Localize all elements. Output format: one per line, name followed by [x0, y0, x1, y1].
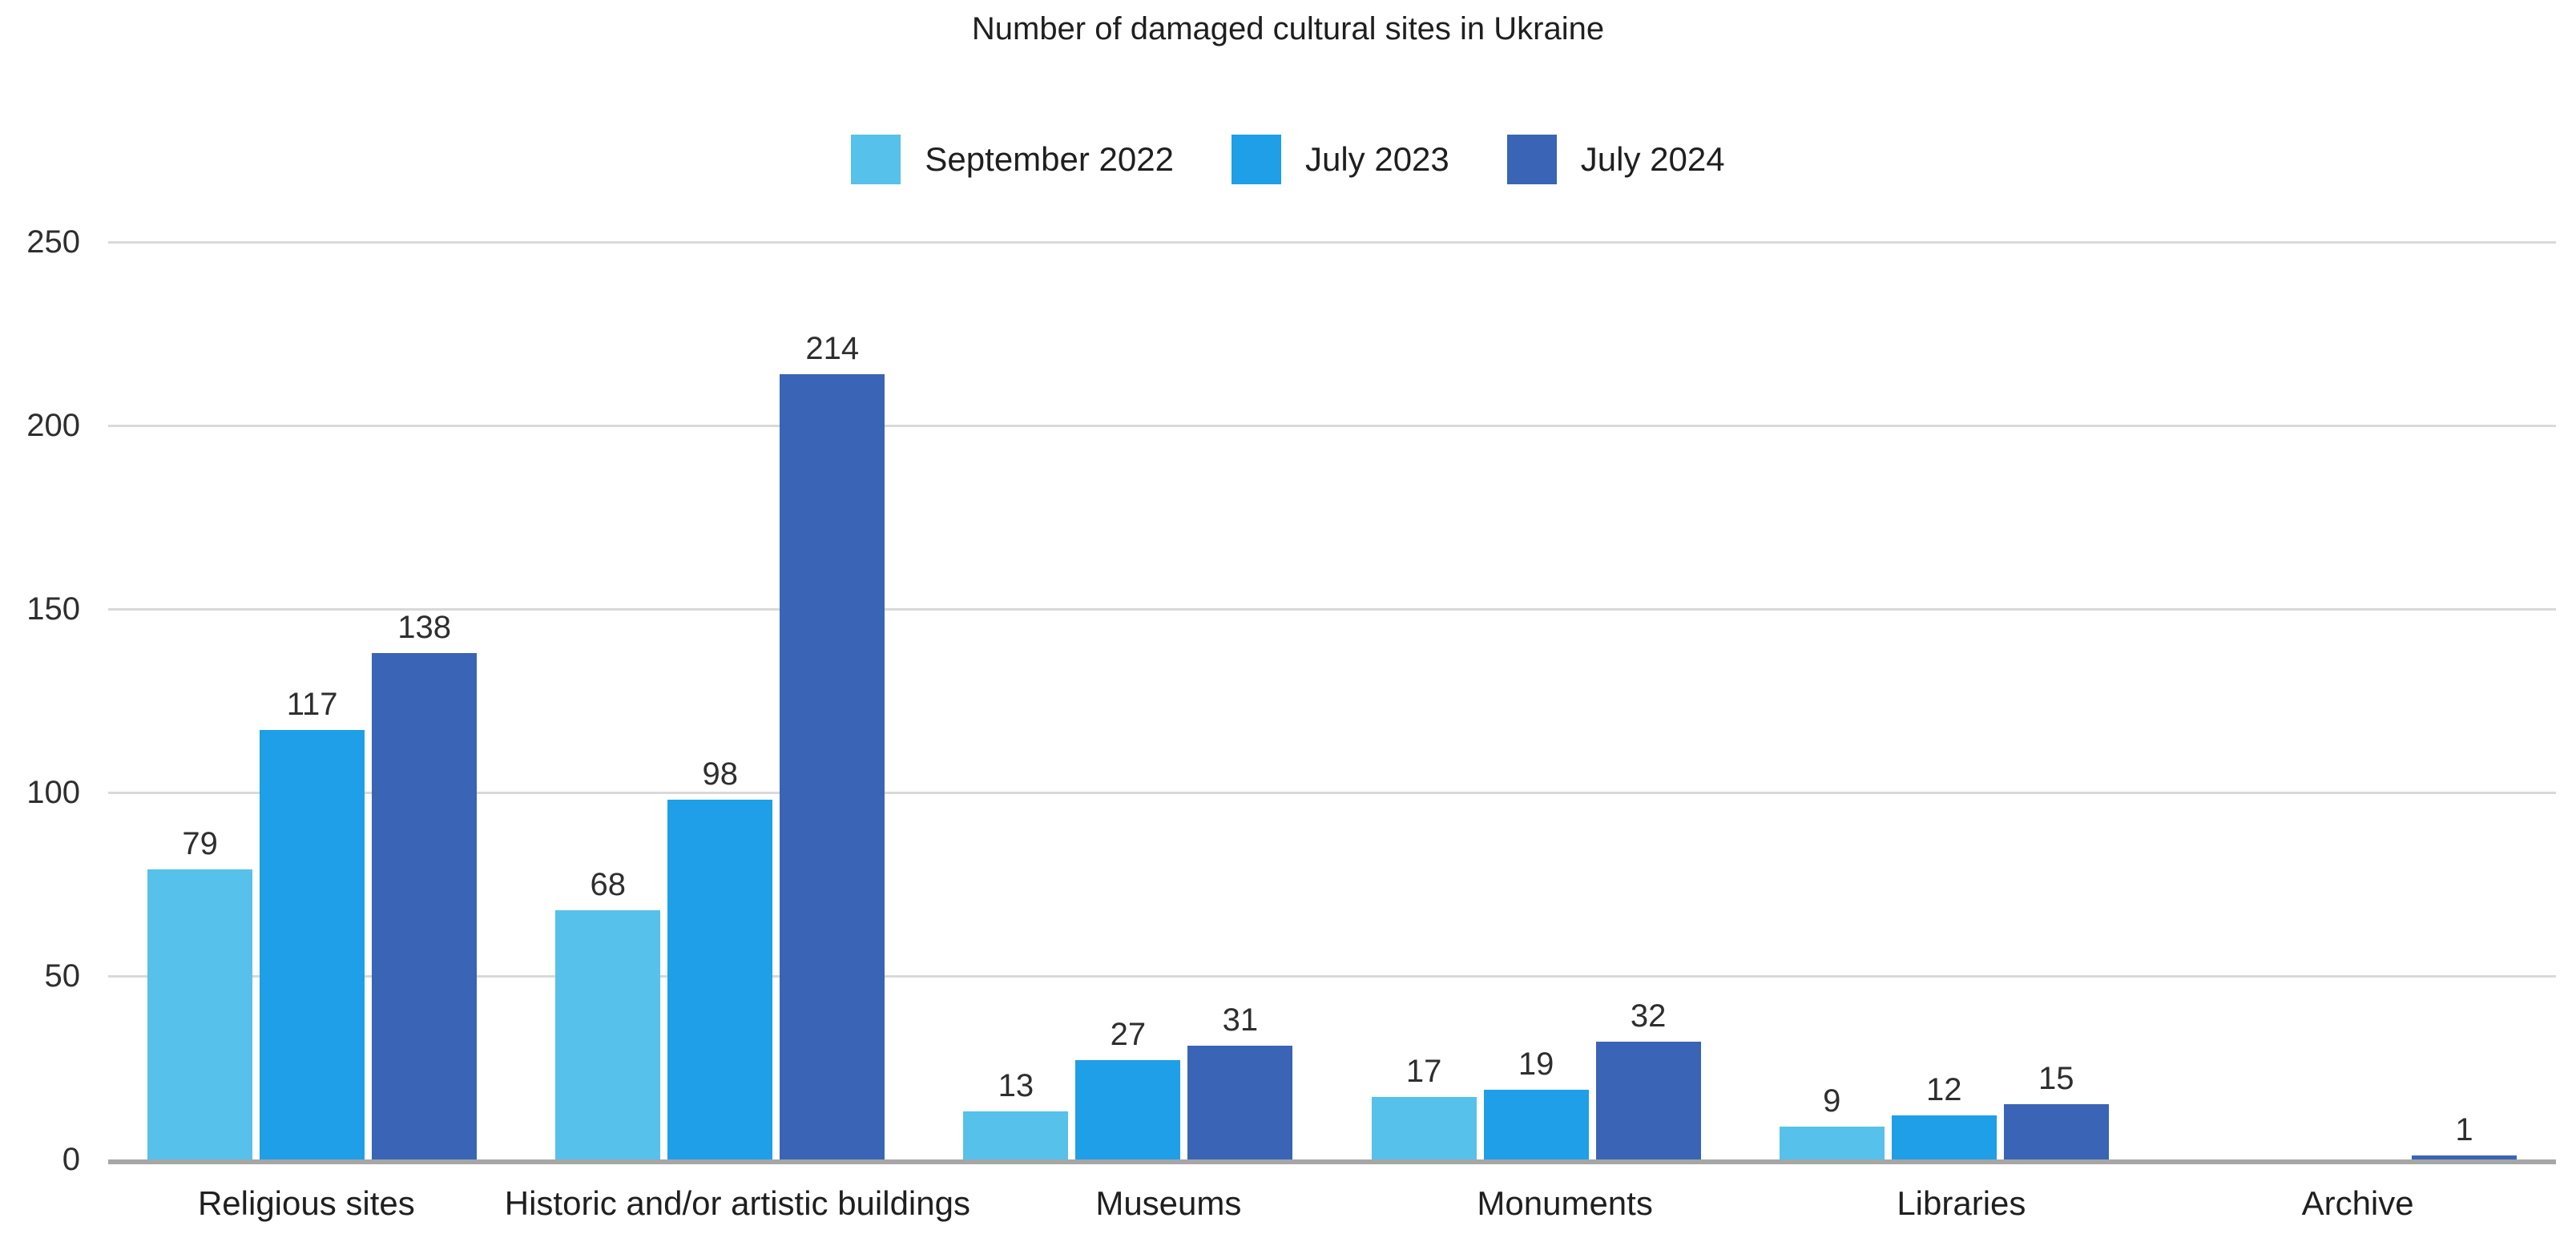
bar-groups: 79 117 138 68 98 214 13 27 31 17 19 32 9 12 15 1	[108, 242, 2556, 1159]
legend-label-september-2022: September 2022	[925, 140, 1174, 178]
bar-july-2024-religious-sites	[372, 652, 478, 1159]
group-libraries: 9 12 15	[1740, 242, 2148, 1159]
bar-july-2024-historic-and-or-artistic-buildings	[780, 373, 885, 1159]
bar-slot-july-2023-historic-and-or-artistic-buildings: 98	[667, 756, 773, 1159]
bar-july-2023-libraries	[1891, 1115, 1997, 1159]
legend-swatch-september-2022	[851, 135, 901, 184]
bar-slot-september-2022-libraries: 9	[1779, 1083, 1885, 1159]
x-axis-labels: Religious sites Historic and/or artistic …	[108, 1184, 2556, 1223]
bar-september-2022-religious-sites	[147, 869, 253, 1159]
plot-area: 79 117 138 68 98 214 13 27 31 17 19 32 9 12 15 1	[108, 240, 2556, 1164]
bar-value-july-2024-libraries: 15	[2038, 1061, 2074, 1097]
legend-swatch-july-2023	[1231, 135, 1281, 184]
bar-value-september-2022-monuments: 17	[1405, 1054, 1442, 1090]
bar-september-2022-monuments	[1371, 1097, 1477, 1159]
chart-title: Number of damaged cultural sites in Ukra…	[971, 11, 1605, 46]
bar-value-july-2023-religious-sites: 117	[286, 687, 338, 723]
bar-value-september-2022-libraries: 9	[1823, 1083, 1841, 1119]
x-label-historic-and-or-artistic-buildings: Historic and/or artistic buildings	[504, 1184, 970, 1222]
legend-label-july-2023: July 2023	[1304, 140, 1449, 178]
group-archive: 1	[2148, 242, 2556, 1159]
x-label-monuments: Monuments	[1477, 1184, 1653, 1222]
x-label-religious-sites: Religious sites	[197, 1184, 415, 1222]
bar-value-september-2022-historic-and-or-artistic-buildings: 68	[590, 866, 627, 902]
bar-july-2023-religious-sites	[260, 730, 365, 1159]
gridline-250	[108, 240, 2556, 244]
bar-slot-july-2024-archive: 1	[2411, 1112, 2517, 1159]
bar-slot-july-2023-religious-sites: 117	[260, 688, 365, 1159]
bar-slot-september-2022-monuments: 17	[1371, 1054, 1477, 1159]
bar-slot-july-2023-museums: 27	[1075, 1017, 1181, 1159]
bar-july-2024-monuments	[1595, 1042, 1701, 1159]
bar-july-2023-museums	[1075, 1060, 1181, 1159]
group-historic-and-or-artistic-buildings: 68 98 214	[516, 242, 924, 1159]
bar-slot-september-2022-historic-and-or-artistic-buildings: 68	[555, 866, 661, 1159]
gridline-100	[108, 791, 2556, 794]
legend-swatch-july-2024	[1506, 135, 1557, 184]
gridline-50	[108, 974, 2556, 978]
bar-slot-september-2022-religious-sites: 79	[147, 826, 253, 1159]
bar-july-2024-museums	[1187, 1046, 1293, 1159]
bar-september-2022-libraries	[1779, 1126, 1885, 1159]
bar-value-july-2024-monuments: 32	[1630, 998, 1667, 1034]
y-tick-50: 50	[44, 958, 81, 994]
y-axis-labels: 0 50 100 150 200 250	[0, 226, 81, 1175]
x-label-museums: Museums	[1095, 1184, 1242, 1222]
bar-july-2024-archive	[2411, 1155, 2517, 1159]
bar-value-july-2023-historic-and-or-artistic-buildings: 98	[702, 756, 739, 792]
bar-september-2022-historic-and-or-artistic-buildings	[555, 909, 661, 1159]
legend: September 2022 July 2023 July 2024	[0, 135, 2576, 184]
x-label-archive: Archive	[2301, 1184, 2414, 1222]
bar-slot-september-2022-museums: 13	[963, 1068, 1069, 1159]
bar-september-2022-museums	[963, 1111, 1069, 1159]
bar-value-july-2024-archive: 1	[2455, 1112, 2473, 1148]
legend-item-july-2023: July 2023	[1231, 135, 1449, 184]
legend-label-july-2024: July 2024	[1580, 140, 1725, 178]
bar-july-2024-libraries	[2003, 1104, 2109, 1159]
y-tick-0: 0	[62, 1142, 80, 1177]
group-monuments: 17 19 32	[1332, 242, 1740, 1159]
y-tick-200: 200	[26, 408, 80, 443]
gridline-150	[108, 607, 2556, 611]
bar-slot-july-2023-libraries: 12	[1891, 1072, 1997, 1159]
bar-july-2023-monuments	[1483, 1089, 1589, 1159]
bar-slot-july-2024-museums: 31	[1187, 1002, 1293, 1159]
bar-value-july-2023-museums: 27	[1110, 1017, 1147, 1053]
bar-value-september-2022-religious-sites: 79	[182, 826, 218, 862]
bar-value-july-2023-libraries: 12	[1926, 1072, 1962, 1108]
bar-value-july-2024-religious-sites: 138	[397, 609, 451, 645]
x-label-libraries: Libraries	[1897, 1184, 2026, 1222]
bar-value-september-2022-museums: 13	[998, 1068, 1034, 1104]
bar-july-2023-historic-and-or-artistic-buildings	[667, 800, 773, 1159]
y-tick-150: 150	[26, 591, 80, 627]
legend-item-september-2022: September 2022	[851, 135, 1174, 184]
bar-slot-july-2024-religious-sites: 138	[372, 609, 478, 1159]
y-tick-250: 250	[26, 224, 80, 260]
x-axis-line	[108, 1159, 2556, 1164]
bar-slot-july-2024-monuments: 32	[1595, 998, 1701, 1159]
gridline-200	[108, 424, 2556, 427]
bar-value-july-2024-historic-and-or-artistic-buildings: 214	[805, 330, 860, 366]
bar-slot-july-2023-monuments: 19	[1483, 1046, 1589, 1159]
group-museums: 13 27 31	[924, 242, 1332, 1159]
bar-slot-july-2024-historic-and-or-artistic-buildings: 214	[780, 333, 885, 1159]
bar-value-july-2024-museums: 31	[1222, 1002, 1259, 1038]
y-tick-100: 100	[26, 775, 80, 810]
group-religious-sites: 79 117 138	[108, 242, 516, 1159]
legend-item-july-2024: July 2024	[1506, 135, 1725, 184]
bar-value-july-2023-monuments: 19	[1518, 1046, 1554, 1082]
bar-slot-july-2024-libraries: 15	[2003, 1061, 2109, 1159]
